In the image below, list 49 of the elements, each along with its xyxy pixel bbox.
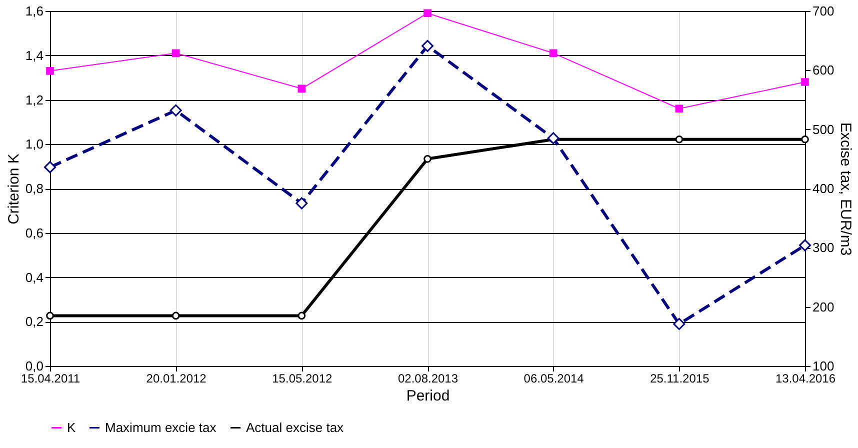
x-tick-label: 13.04.2016 <box>775 372 836 386</box>
point <box>172 49 180 58</box>
y-tick-label: 1,0 <box>25 136 44 152</box>
point <box>424 155 432 163</box>
legend-label: Actual excise tax <box>246 420 344 435</box>
point <box>172 312 180 320</box>
point <box>170 104 182 116</box>
x-axis-title: Period <box>406 388 450 404</box>
y2-tick-label: 500 <box>812 122 834 137</box>
point <box>675 104 684 113</box>
x-tick-label: 20.01.2012 <box>146 372 207 386</box>
y-axis-title: Criterion K <box>5 154 22 224</box>
legend-label: K <box>67 420 76 435</box>
point <box>46 66 54 75</box>
point <box>296 197 308 210</box>
point <box>547 132 560 144</box>
point <box>673 318 686 330</box>
point <box>298 312 306 320</box>
y-tick-label: 0,2 <box>25 314 44 330</box>
y2-tick-label: 300 <box>812 240 834 256</box>
point <box>801 78 809 86</box>
y2-tick-label: 400 <box>812 181 834 196</box>
x-tick-label: 02.08.2013 <box>398 372 458 386</box>
point <box>799 239 811 252</box>
legend-label: Maximum excie tax <box>105 420 217 435</box>
point <box>801 135 809 144</box>
x-tick-label: 15.04.2011 <box>20 372 80 386</box>
x-tick-label: 06.05.2014 <box>524 372 584 386</box>
y-tick-label: 1,4 <box>25 48 44 63</box>
y-tick-label: 0,6 <box>25 225 44 240</box>
y-tick-label: 0,4 <box>25 270 44 285</box>
point <box>422 40 434 52</box>
x-tick-label: 15.05.2012 <box>272 372 333 386</box>
y-tick-label: 0,0 <box>25 358 44 374</box>
point <box>44 161 56 174</box>
point <box>549 49 558 58</box>
y2-tick-label: 200 <box>812 299 834 314</box>
point <box>298 84 306 93</box>
y2-tick-label: 100 <box>812 358 834 374</box>
y-tick-label: 1,2 <box>25 92 44 108</box>
y2-axis-title: Excise tax, EUR/m3 <box>837 122 854 256</box>
point <box>424 9 432 18</box>
y-tick-label: 0,8 <box>25 181 44 196</box>
x-tick-label: 25.11.2015 <box>650 372 710 386</box>
point <box>675 135 684 144</box>
y2-tick-label: 600 <box>812 62 834 78</box>
y-tick-label: 1,6 <box>25 4 44 18</box>
y2-tick-label: 700 <box>812 4 834 18</box>
point <box>46 312 54 320</box>
